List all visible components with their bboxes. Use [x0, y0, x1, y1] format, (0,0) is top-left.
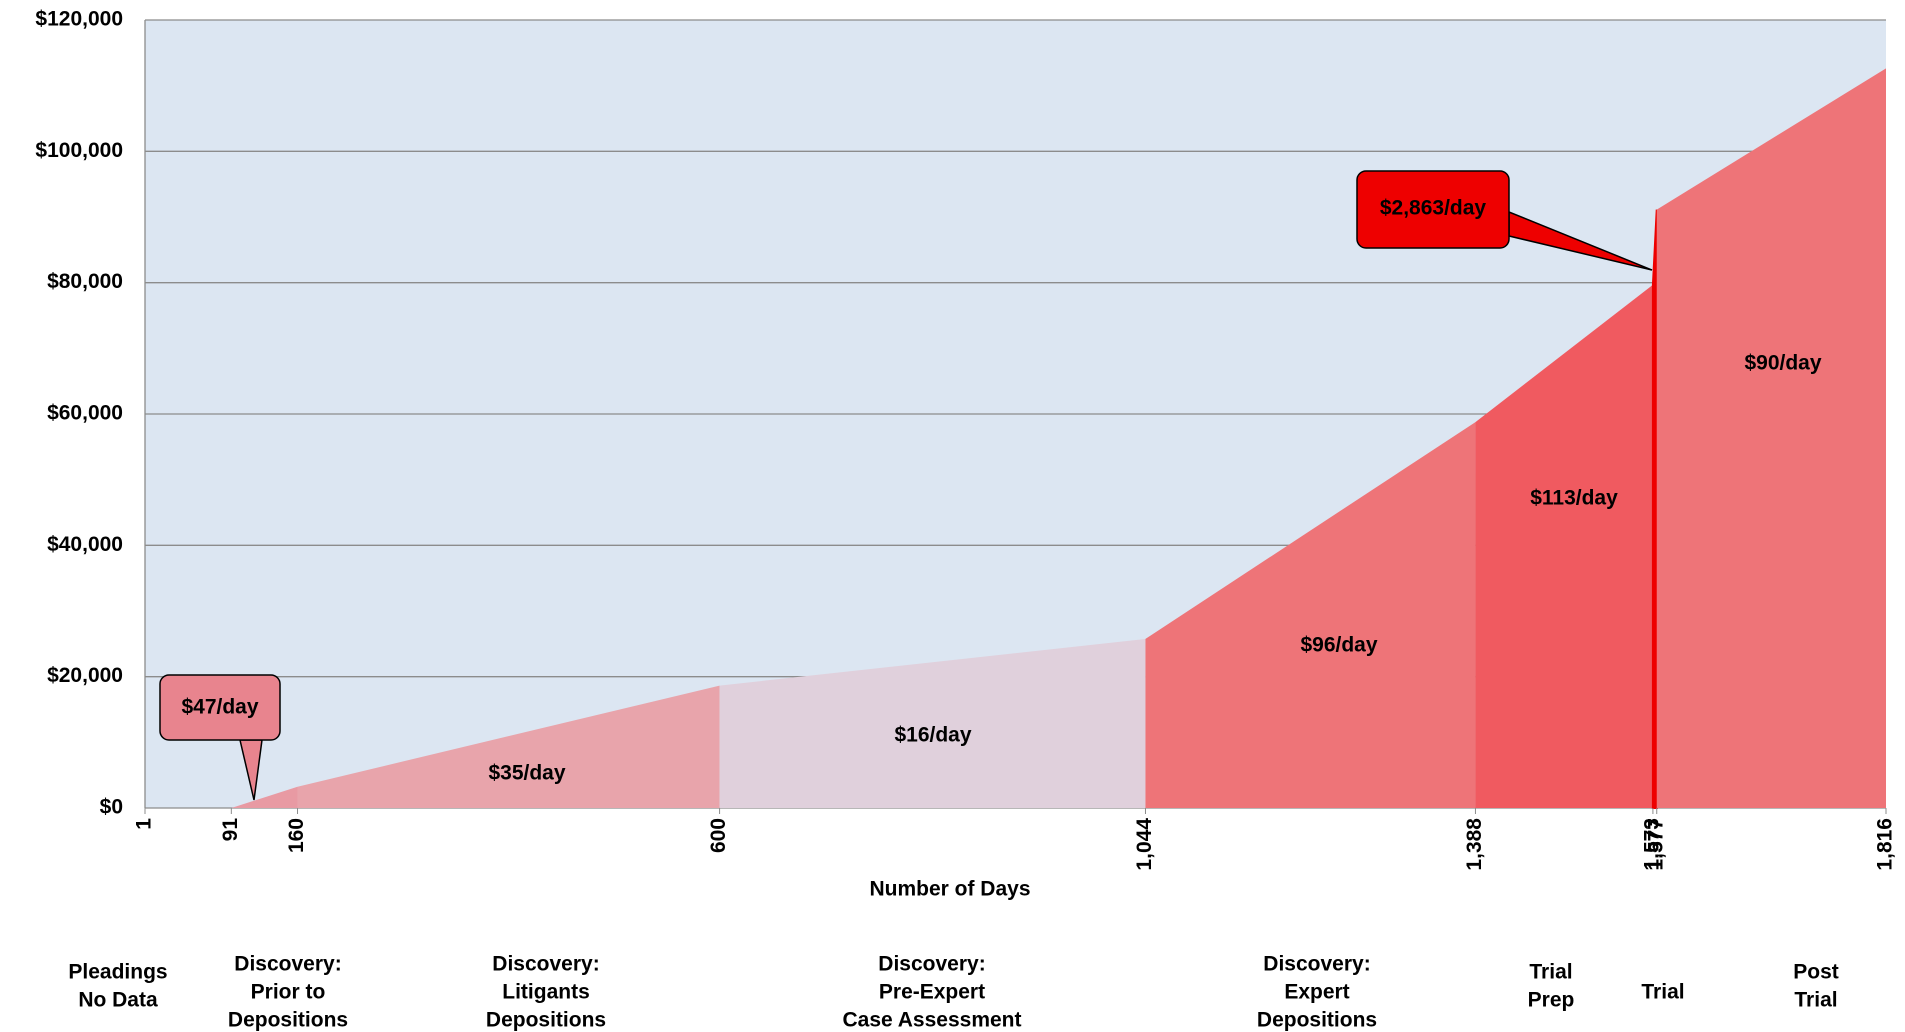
phase-label: Trial [1529, 961, 1572, 984]
phase-label: Trial [1641, 981, 1684, 1004]
area-segment [719, 638, 1146, 808]
phase-label: Prior to [251, 981, 326, 1004]
phase-label: Depositions [228, 1009, 348, 1032]
callout-box [1356, 170, 1510, 249]
phase-label: Prep [1528, 989, 1575, 1012]
phase-label: Depositions [486, 1009, 606, 1032]
phase-label: Pre-Expert [879, 981, 985, 1004]
x-tick-label: 1,816 [1874, 818, 1897, 871]
phase-label: Post [1793, 961, 1839, 984]
y-tick-label: $0 [100, 796, 123, 819]
y-tick-label: $100,000 [35, 139, 123, 162]
y-tick-label: $60,000 [47, 402, 123, 425]
x-tick-label: 1,577 [1644, 818, 1667, 871]
callout-box [159, 674, 281, 741]
y-tick-label: $20,000 [47, 664, 123, 687]
area-segment [231, 786, 298, 808]
phase-label: Litigants [502, 981, 590, 1004]
x-axis-label: Number of Days [869, 878, 1030, 901]
y-tick-label: $40,000 [47, 533, 123, 556]
phase-label: Discovery: [878, 953, 985, 976]
area-segment [1475, 284, 1653, 808]
x-tick-label: 1,044 [1133, 818, 1156, 871]
x-tick-label: 1,573 [1640, 818, 1663, 871]
x-tick-label: 91 [219, 818, 242, 842]
phase-label: Discovery: [1263, 953, 1370, 976]
phase-label: Depositions [1257, 1009, 1377, 1032]
x-tick-label: 1,388 [1463, 818, 1486, 871]
phase-label: Case Assessment [843, 1009, 1022, 1032]
phase-label: Discovery: [492, 953, 599, 976]
area-segment [1656, 68, 1886, 808]
segment-label: $113/day [1530, 487, 1618, 510]
area-segment [1145, 422, 1476, 808]
y-tick-label: $120,000 [35, 8, 123, 31]
segment-label: $96/day [1300, 634, 1377, 657]
y-tick-label: $80,000 [47, 270, 123, 293]
segment-label: $16/day [894, 724, 971, 747]
segment-label: $47/day [181, 696, 258, 719]
x-tick-label: 1 [133, 818, 156, 830]
area-segment [1651, 209, 1658, 809]
phase-label: Trial [1794, 989, 1837, 1012]
area-segment [297, 685, 720, 808]
segment-label: $35/day [488, 762, 565, 785]
phase-label: Pleadings [68, 961, 167, 984]
x-tick-label: 160 [285, 818, 308, 853]
segment-label: $90/day [1744, 352, 1821, 375]
segment-label: $2,863/day [1380, 197, 1487, 220]
phase-label: No Data [78, 989, 158, 1012]
phase-label: Expert [1284, 981, 1349, 1004]
x-tick-label: 600 [707, 818, 730, 853]
phase-label: Discovery: [234, 953, 341, 976]
